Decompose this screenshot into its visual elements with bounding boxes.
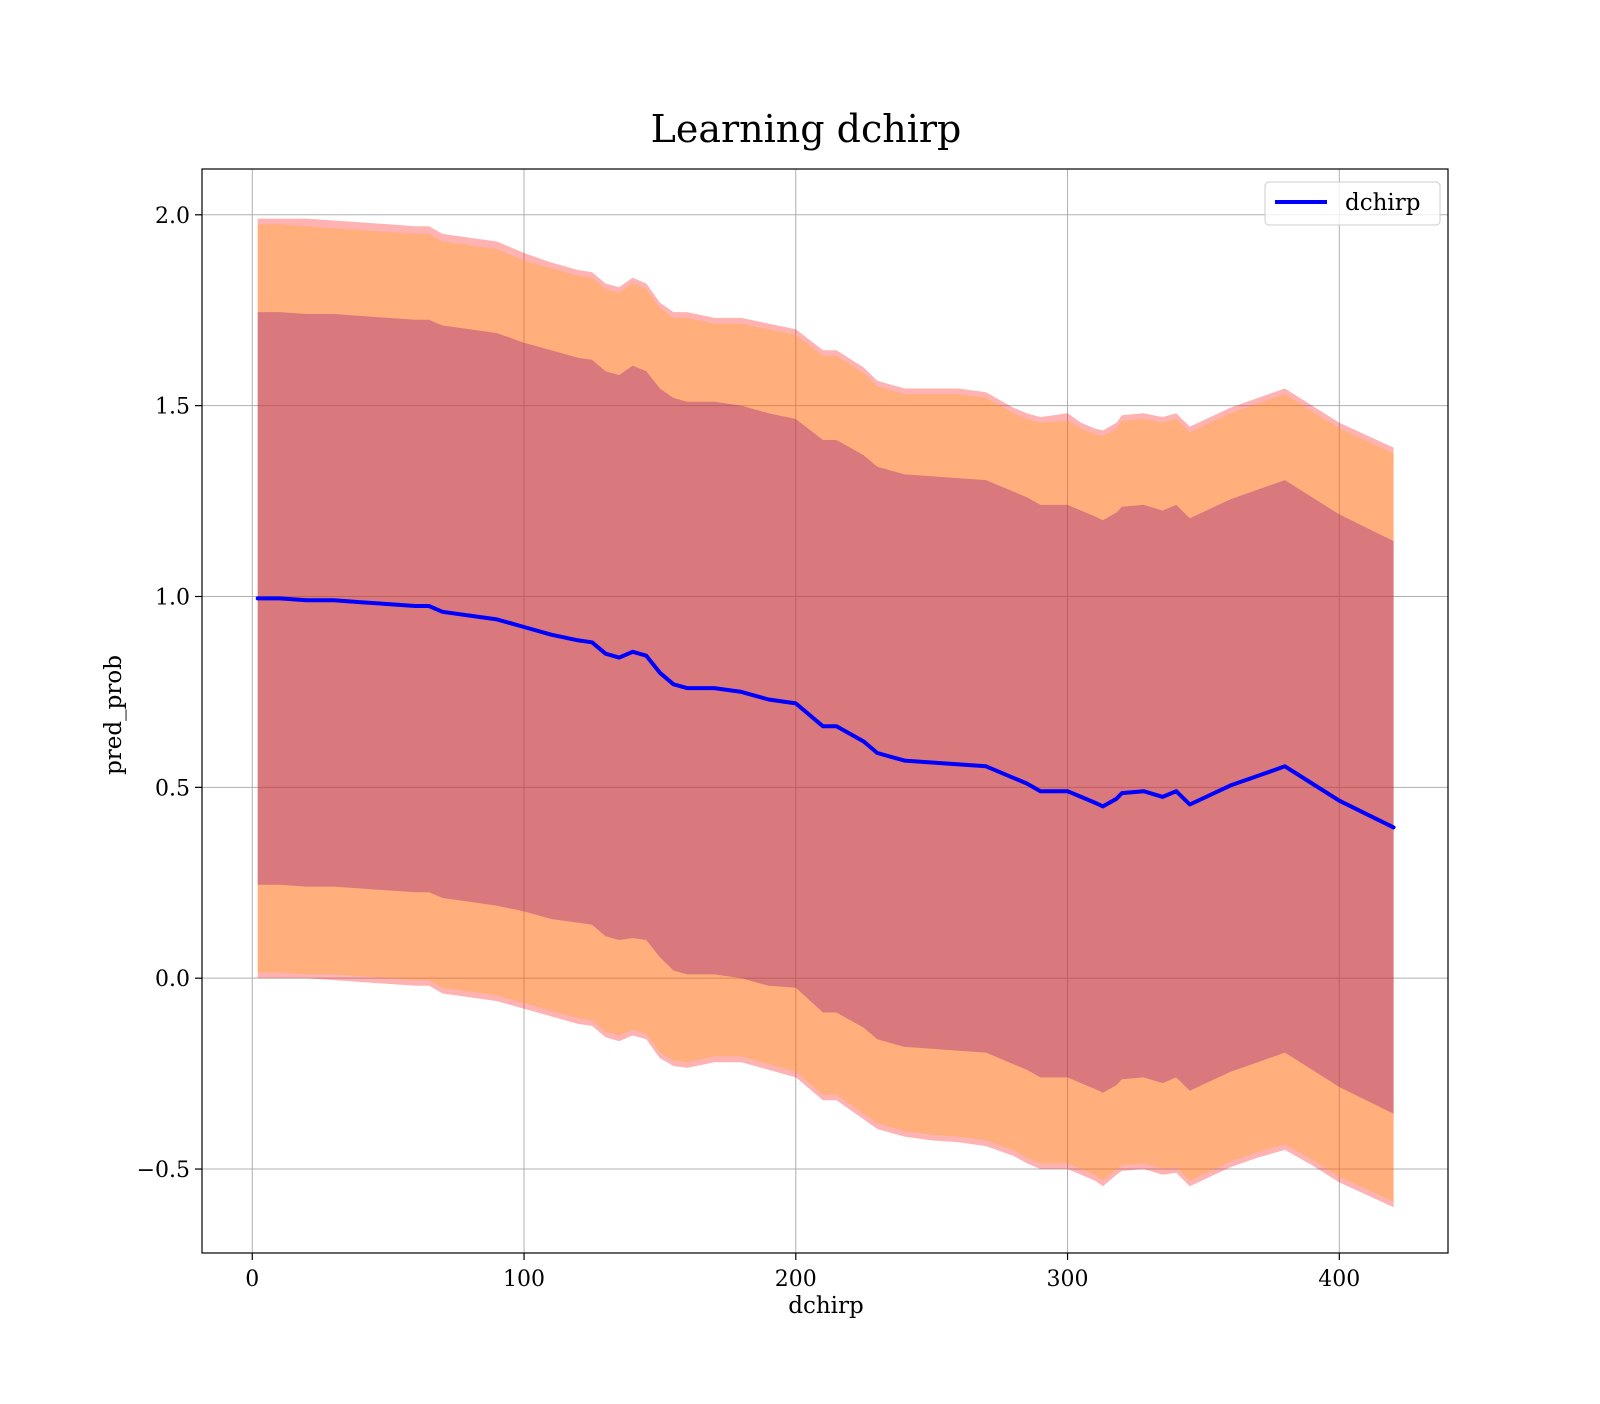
y-tick-label: 0.5 (155, 776, 190, 801)
x-tick-label: 200 (775, 1267, 817, 1292)
plot-area (202, 169, 1448, 1253)
series-line-dchirp (255, 596, 1396, 830)
y-tick-label: −0.5 (137, 1158, 190, 1183)
y-tick-label: 2.0 (155, 204, 190, 229)
x-tick-label: 100 (503, 1267, 545, 1292)
chart-title: Learning dchirp (651, 107, 962, 151)
y-axis-label: pred_prob (101, 655, 127, 775)
confidence-band-3 (257, 312, 1394, 1114)
confidence-band-1 (257, 218, 1394, 1208)
x-tick-label: 0 (245, 1267, 259, 1292)
legend-box (1264, 181, 1441, 226)
x-axis-label: dchirp (788, 1293, 864, 1319)
legend: dchirp (1264, 181, 1441, 226)
confidence-band-2 (257, 224, 1394, 1202)
y-tick-label: 1.5 (155, 395, 190, 420)
legend-label-dchirp: dchirp (1345, 190, 1421, 216)
grid-lines (202, 169, 1448, 1253)
plot-frame (201, 168, 1449, 1254)
plot-background (202, 169, 1448, 1253)
series-layer (255, 218, 1396, 1208)
axis-ticks: 0 100 200 300 400 −0.5 0.0 0.5 1.0 1.5 2.0 (137, 204, 1361, 1292)
x-tick-label: 300 (1047, 1267, 1089, 1292)
y-tick-label: 0.0 (155, 967, 190, 992)
x-tick-label: 400 (1318, 1267, 1360, 1292)
y-tick-label: 1.0 (155, 585, 190, 610)
